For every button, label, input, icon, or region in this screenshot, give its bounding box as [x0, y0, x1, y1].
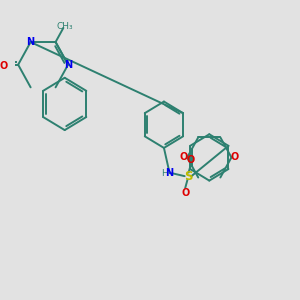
Text: H: H [161, 169, 168, 178]
Text: O: O [187, 155, 195, 165]
Text: N: N [165, 168, 173, 178]
Text: O: O [180, 152, 188, 162]
Text: N: N [27, 37, 35, 47]
Text: N: N [64, 60, 72, 70]
Text: CH₃: CH₃ [56, 22, 73, 31]
Text: S: S [184, 170, 192, 183]
Text: O: O [181, 188, 189, 197]
Text: O: O [0, 61, 8, 71]
Text: O: O [231, 152, 239, 162]
